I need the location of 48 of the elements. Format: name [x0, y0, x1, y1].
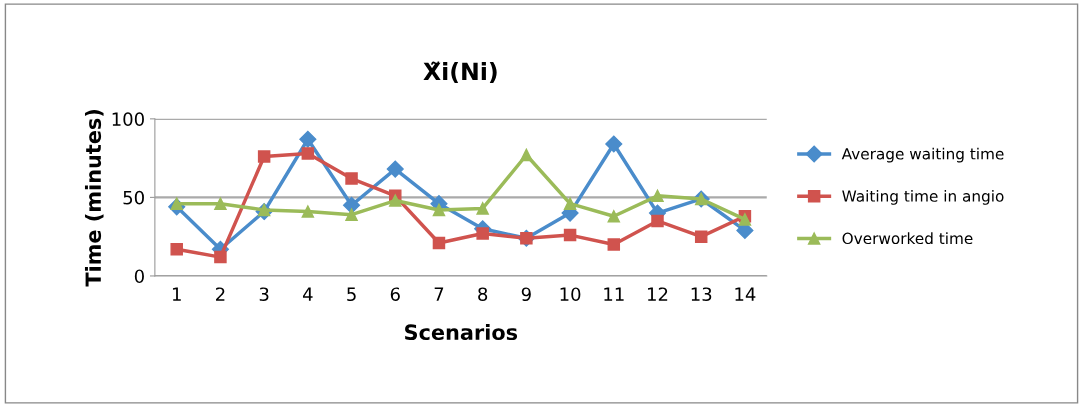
- point: [607, 238, 621, 251]
- point: [476, 202, 489, 215]
- x-tick-label: 12: [647, 287, 668, 301]
- point: [651, 214, 664, 228]
- point: [345, 172, 358, 185]
- y-axis-title: Time (minutes): [84, 109, 104, 287]
- x-tick-label: 10: [560, 287, 581, 302]
- point: [651, 189, 664, 203]
- point: [301, 147, 315, 160]
- y-tick-label: 50: [123, 190, 144, 205]
- point: [389, 194, 402, 207]
- x-tick-label: 9: [521, 287, 531, 302]
- x-tick-label: 5: [347, 287, 356, 302]
- legend-label: Average waiting time: [841, 147, 1004, 163]
- point: [694, 230, 708, 243]
- point: [432, 236, 446, 250]
- point: [214, 197, 227, 210]
- x-tick-label: 14: [735, 287, 756, 301]
- point: [476, 227, 489, 240]
- point: [345, 208, 358, 221]
- x-tick-label: 6: [390, 287, 400, 302]
- point: [170, 242, 183, 256]
- x-tick-label: 1: [172, 287, 181, 301]
- point: [301, 205, 315, 218]
- point: [607, 209, 621, 223]
- x-tick-label: 13: [691, 287, 712, 302]
- point: [299, 130, 317, 148]
- point: [257, 150, 271, 163]
- point: [432, 203, 446, 217]
- legend-label: Waiting time in angio: [842, 190, 1004, 205]
- x-tick-label: 2: [216, 287, 225, 301]
- x-tick-label: 11: [604, 287, 624, 301]
- point: [520, 148, 533, 162]
- legend-label: Overworked time: [842, 232, 973, 245]
- point: [342, 196, 361, 214]
- point: [386, 160, 404, 178]
- point: [605, 135, 623, 153]
- x-tick-label: 4: [302, 287, 313, 301]
- y-tick-label: 100: [112, 112, 144, 126]
- point: [563, 228, 577, 242]
- x-tick-label: 7: [434, 287, 444, 301]
- point: [214, 250, 227, 264]
- x-tick-label: 3: [259, 287, 269, 302]
- x-axis-title: Scenarios: [405, 323, 518, 341]
- chart-title: X̃i(Ni): [423, 61, 497, 84]
- x-tick-label: 8: [478, 287, 488, 302]
- point: [563, 197, 577, 210]
- y-tick-label: 0: [134, 269, 144, 284]
